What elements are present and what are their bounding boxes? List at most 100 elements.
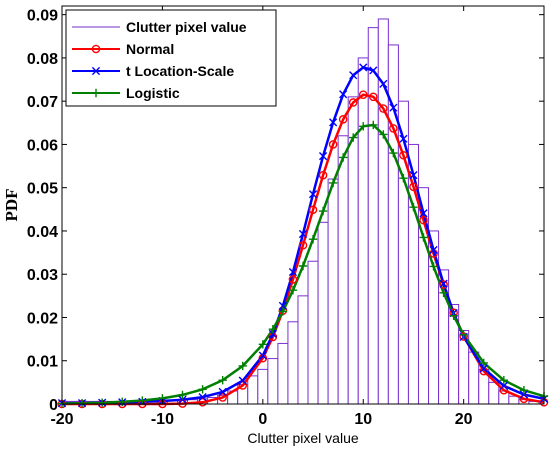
marker-x: [238, 376, 247, 385]
legend-label-normal: Normal: [126, 41, 174, 57]
marker-plus: [97, 398, 107, 407]
marker-plus: [338, 153, 348, 162]
histogram-bar: [257, 368, 269, 405]
marker-x: [318, 152, 328, 161]
marker-circle: [348, 98, 358, 107]
marker-circle: [409, 182, 418, 192]
marker-x: [379, 79, 388, 88]
marker-plus: [409, 202, 418, 212]
marker-circle: [419, 215, 428, 225]
marker-plus: [91, 88, 101, 98]
marker-circle: [258, 353, 268, 363]
marker-plus: [449, 311, 458, 320]
marker-plus: [238, 361, 247, 371]
marker-circle: [218, 393, 227, 402]
marker-x: [479, 364, 488, 373]
marker-plus: [439, 288, 448, 298]
histogram-bars: [61, 18, 540, 405]
marker-circle: [379, 104, 388, 113]
marker-circle: [288, 275, 298, 284]
marker-plus: [138, 396, 147, 405]
marker-plus: [318, 206, 328, 216]
marker-x: [258, 351, 267, 360]
marker-circle: [318, 170, 328, 180]
y-tick-label: 0.06: [27, 137, 58, 154]
marker-x: [409, 171, 418, 180]
x-tick-label: -20: [50, 411, 73, 428]
y-axis-ticks: 0 0.01 0.02 0.03 0.04 0.05 0.06 0.07 0.08 0.09: [27, 8, 544, 414]
marker-circle: [308, 205, 318, 215]
histogram-bar: [277, 342, 289, 405]
marker-circle: [439, 280, 448, 289]
marker-plus: [419, 233, 428, 242]
plot-area-frame: [61, 5, 545, 405]
y-tick-label: 0.05: [27, 181, 58, 198]
marker-circle: [328, 140, 338, 149]
marker-plus: [308, 234, 318, 244]
marker-x: [218, 387, 227, 396]
marker-circle: [91, 44, 101, 54]
marker-plus: [519, 385, 529, 395]
marker-plus: [399, 173, 408, 183]
marker-x: [359, 63, 368, 72]
x-axis-ticks: -20 -10 0 10 20: [50, 6, 473, 428]
marker-x: [419, 209, 428, 218]
legend: Clutter pixel value Normal t Location-Scal…: [65, 9, 277, 107]
marker-x: [178, 395, 187, 404]
marker-plus: [218, 376, 227, 385]
marker-circle: [358, 90, 368, 99]
marker-x: [399, 134, 408, 143]
marker-plus: [499, 376, 509, 385]
marker-x: [278, 301, 288, 310]
marker-plus: [198, 385, 207, 394]
marker-circle: [298, 240, 308, 250]
marker-plus: [349, 133, 358, 142]
marker-plus: [288, 286, 298, 295]
marker-circle: [338, 115, 348, 124]
marker-plus: [298, 261, 308, 271]
marker-plus: [278, 307, 288, 316]
marker-circle: [368, 92, 378, 102]
marker-circle: [198, 397, 207, 407]
histogram-bar: [247, 375, 259, 405]
marker-plus: [328, 178, 338, 188]
y-axis-title: PDF: [2, 188, 21, 221]
histogram-bar: [337, 135, 349, 405]
y-tick-label: 0.04: [27, 224, 58, 241]
marker-x: [298, 229, 308, 239]
x-tick-label: 0: [258, 411, 267, 428]
histogram-bar: [327, 178, 339, 405]
marker-x: [349, 71, 358, 80]
marker-plus: [479, 358, 488, 368]
legend-label-clutter-pixel-value: Clutter pixel value: [126, 19, 247, 35]
marker-x: [339, 90, 348, 99]
legend-box: [65, 9, 277, 107]
y-tick-label: 0.03: [27, 267, 58, 284]
x-tick-label: 20: [455, 411, 473, 428]
y-tick-label: 0.02: [27, 310, 58, 327]
marker-circle: [479, 366, 489, 376]
marker-x: [308, 190, 318, 199]
marker-plus: [459, 330, 468, 339]
marker-plus: [258, 340, 268, 349]
marker-x: [519, 390, 529, 399]
marker-plus: [369, 120, 378, 130]
histogram-bar: [287, 321, 299, 405]
marker-circle: [389, 124, 398, 133]
legend-label-t-location-scale: t Location-Scale: [126, 63, 234, 79]
y-tick-label: 0.08: [27, 51, 58, 68]
marker-plus: [359, 122, 368, 131]
marker-x: [429, 245, 438, 255]
series-markers: [57, 63, 549, 409]
marker-x: [288, 267, 298, 277]
histogram-bar: [377, 18, 389, 405]
y-tick-label: 0.09: [27, 8, 58, 25]
marker-x: [499, 381, 508, 390]
histogram-bar: [357, 57, 369, 405]
marker-plus: [379, 130, 388, 139]
histogram-bar: [307, 260, 319, 405]
marker-circle: [238, 381, 248, 390]
marker-x: [369, 66, 378, 75]
marker-x: [329, 118, 338, 127]
